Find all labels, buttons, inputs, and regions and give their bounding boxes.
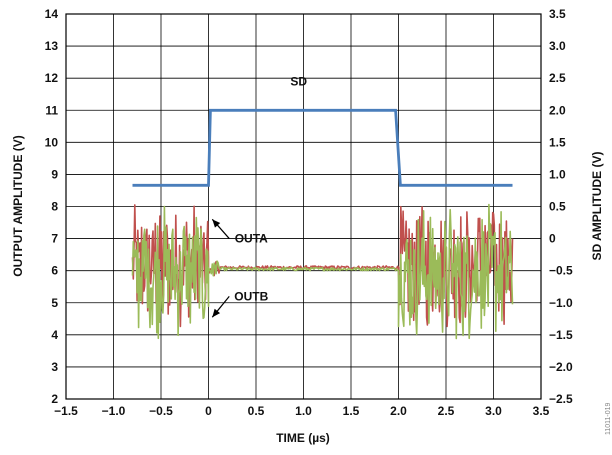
annotation-outb: OUTB (234, 289, 268, 303)
y-right-tick-label: −1.5 (549, 328, 573, 342)
traces (131, 108, 514, 340)
x-tick-label: 3.0 (485, 404, 502, 418)
y-left-tick-label: 5 (51, 296, 58, 310)
y-right-tick-label: 1.0 (549, 167, 566, 181)
x-tick-label: 2.0 (390, 404, 407, 418)
y-left-tick-label: 9 (51, 167, 58, 181)
series-outb-line (131, 203, 514, 340)
y-right-tick-label: −0.5 (549, 264, 573, 278)
y-right-tick-label: 3.0 (549, 39, 566, 53)
y-axis-left-title: OUTPUT AMPLITUDE (V) (11, 135, 25, 277)
annotation-outb-arrow-head (212, 308, 221, 318)
y-right-tick-label: −1.0 (549, 296, 573, 310)
y-axis-right-title: SD AMPLITUDE (V) (590, 152, 604, 261)
tick-labels: −1.5 −1.0 −0.5 0 0.5 1.0 1.5 2.0 2.5 3.0 3.52 −2.53… (45, 7, 573, 418)
y-right-tick-label: −2.5 (549, 392, 573, 406)
x-tick-label: −1.0 (102, 404, 126, 418)
x-tick-label: 2.5 (438, 404, 455, 418)
y-right-tick-label: 3.5 (549, 7, 566, 21)
x-tick-label: 1.5 (343, 404, 360, 418)
y-right-tick-label: 0.5 (549, 200, 566, 214)
y-left-tick-label: 10 (45, 135, 59, 149)
x-tick-label: −0.5 (149, 404, 173, 418)
figure-code: 11011-019 (605, 402, 612, 435)
x-axis-title: TIME (µs) (276, 431, 330, 445)
x-tick-label: 0 (205, 404, 212, 418)
y-left-tick-label: 14 (45, 7, 59, 21)
y-left-tick-label: 3 (51, 360, 58, 374)
y-left-tick-label: 2 (51, 392, 58, 406)
y-left-tick-label: 7 (51, 232, 58, 246)
series-sd-line (132, 108, 513, 187)
y-left-tick-label: 6 (51, 264, 58, 278)
y-left-tick-label: 11 (45, 103, 58, 117)
annotation-outa-arrow-head (212, 219, 221, 228)
y-left-tick-label: 13 (45, 39, 59, 53)
x-tick-label: 1.0 (295, 404, 312, 418)
annotation-outa: OUTA (235, 232, 268, 246)
annotation-sd: SD (290, 74, 307, 88)
y-left-tick-label: 8 (51, 200, 58, 214)
y-right-tick-label: 2.0 (549, 103, 566, 117)
x-tick-label: 3.5 (533, 404, 550, 418)
y-right-tick-label: 1.5 (549, 135, 566, 149)
x-tick-label: −1.5 (54, 404, 78, 418)
annotations: SD OUTA OUTB (211, 74, 307, 318)
y-right-tick-label: −2.0 (549, 360, 573, 374)
y-right-tick-label: 0 (549, 232, 556, 246)
y-left-tick-label: 4 (51, 328, 58, 342)
plot-frame (65, 13, 542, 400)
y-right-tick-label: 2.5 (549, 71, 566, 85)
y-left-tick-label: 12 (45, 71, 59, 85)
x-tick-label: 0.5 (248, 404, 265, 418)
